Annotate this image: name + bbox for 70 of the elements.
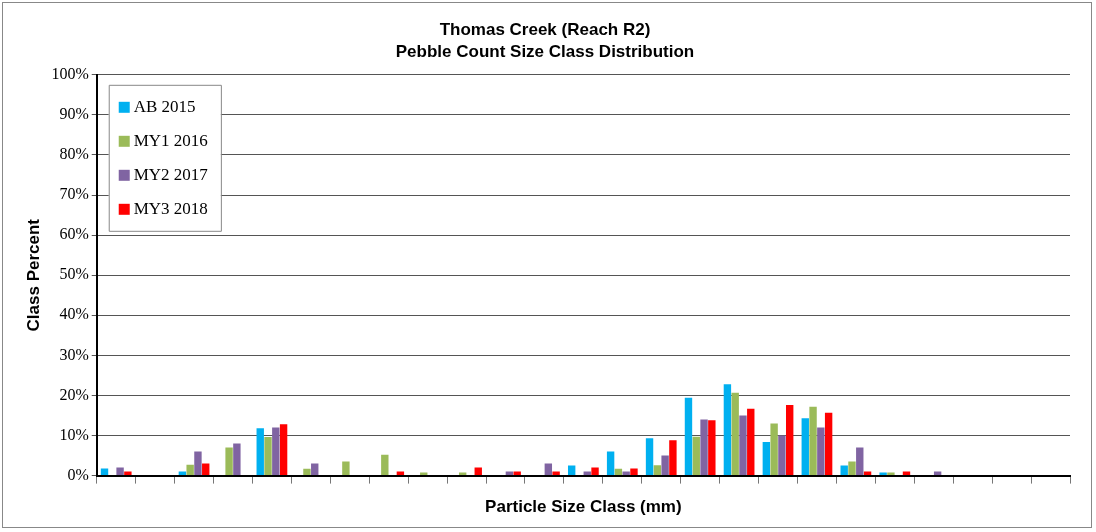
bar <box>684 397 693 476</box>
bar <box>303 468 311 476</box>
y-axis-title: Class Percent <box>23 218 43 332</box>
bar <box>544 463 553 476</box>
bar <box>824 412 833 476</box>
bar <box>458 472 467 476</box>
x-axis-title: Particle Size Class (mm) <box>485 497 682 517</box>
bar <box>645 438 654 476</box>
y-tick-label: 100% <box>51 65 89 82</box>
y-tick-label: 50% <box>59 265 89 283</box>
bar <box>723 384 732 476</box>
bar <box>116 467 124 476</box>
chart-subtitle: Pebble Count Size Class Distribution <box>395 42 695 62</box>
legend-label: AB 2015 <box>133 97 196 117</box>
bar <box>342 461 350 476</box>
y-tick-label: 30% <box>59 345 89 363</box>
bar <box>817 427 825 476</box>
bar <box>622 471 630 476</box>
bar <box>513 471 521 476</box>
bar <box>708 420 716 476</box>
bar <box>700 419 708 476</box>
bar <box>186 464 194 476</box>
bar <box>225 447 233 476</box>
bar <box>202 463 210 476</box>
bar <box>552 471 560 476</box>
bar <box>420 472 428 476</box>
bar <box>279 424 288 476</box>
bar <box>233 443 241 476</box>
bar <box>381 454 389 476</box>
bar <box>770 423 778 476</box>
legend-label: MY3 2018 <box>133 199 208 219</box>
bar <box>630 468 638 476</box>
bar <box>856 447 864 476</box>
bar <box>124 471 132 476</box>
bar <box>100 468 109 476</box>
bar <box>739 415 747 476</box>
bar <box>311 463 319 476</box>
bar <box>747 408 755 476</box>
bar <box>848 461 856 476</box>
bar <box>272 427 280 476</box>
y-tick-label: 20% <box>59 385 89 403</box>
y-tick-label: 40% <box>59 305 89 323</box>
bar <box>567 465 576 476</box>
bar <box>264 437 272 476</box>
bar <box>879 472 887 476</box>
bar <box>762 441 771 476</box>
bar <box>692 436 700 476</box>
bar <box>809 406 817 476</box>
y-tick-label: 90% <box>59 105 89 123</box>
bar <box>653 465 662 476</box>
legend-label: MY2 2017 <box>133 165 209 185</box>
bar <box>731 392 739 476</box>
y-tick-label: 70% <box>59 185 89 203</box>
legend-label: MY1 2016 <box>133 131 208 151</box>
bar <box>840 465 848 476</box>
bar <box>591 467 599 476</box>
y-tick-label: 60% <box>59 225 89 243</box>
y-tick-label: 0% <box>67 465 89 483</box>
bar <box>786 405 794 476</box>
bar <box>801 418 809 476</box>
bar <box>256 428 264 476</box>
y-tick-label: 10% <box>59 425 89 443</box>
bar <box>778 435 786 476</box>
chart-title: Thomas Creek (Reach R2) <box>439 19 651 39</box>
bar <box>887 472 895 476</box>
bar <box>194 451 202 476</box>
bar <box>669 440 677 476</box>
y-tick-label: 80% <box>59 145 89 163</box>
bar <box>606 451 615 476</box>
bar <box>661 455 669 476</box>
